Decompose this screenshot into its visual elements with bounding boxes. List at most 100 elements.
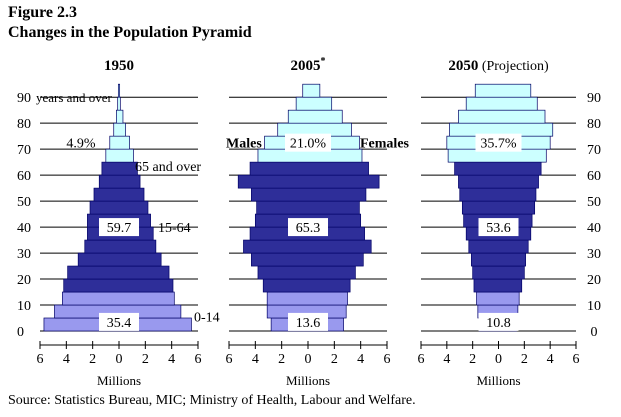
pyramid-bar-25-29 [251,252,364,267]
pyramid-bar-90-94 [117,83,121,98]
band-label-young: 0-14 [194,311,220,326]
x-axis-title: Millions [286,373,330,388]
pyramid-bar-25-29 [471,252,526,267]
x-tick-label: 6 [37,352,44,367]
pyramid-bar-20-24 [472,265,525,280]
pyramid-bar-45-49 [256,200,360,215]
y-tick-label-left: 90 [17,91,31,106]
x-tick-label: 6 [226,352,233,367]
pyramid-bar-10-14 [266,291,348,306]
panel-title: 2050 (Projection) [448,58,549,74]
x-tick-label: 0 [305,352,312,367]
pyramid-panel-2050: 2050 (Projection) 6 4 2 0 2 4 6 Millions 10.8 53.6… [418,58,580,388]
y-tick-label-right: 50 [587,195,601,210]
share-label-old: 21.0% [290,137,327,152]
x-tick-label: 2 [89,352,96,367]
y-tick-label-left: 70 [17,143,31,158]
x-tick-label: 4 [63,352,70,367]
panel-title: 2005* [291,56,326,74]
share-label-young: 35.4 [107,316,132,331]
pyramid-bar-60-64 [101,161,138,176]
pyramid-panel-2005: 2005* 6 4 2 0 2 4 6 Millions 13.6 65.3 21.0% Males Fe… [226,56,410,388]
pyramid-bar-90-94 [302,83,321,98]
pyramid-bar-60-64 [454,161,542,176]
y-tick-label-right: 80 [587,117,601,132]
pyramid-bar-75-79 [113,122,126,137]
y-tick-label-right: 10 [587,299,601,314]
x-tick-label: 4 [168,352,175,367]
y-tick-label-right: 60 [587,169,601,184]
pyramid-bar-70-74 [109,135,130,150]
y-tick-label-left: 10 [17,299,31,314]
share-label-old: 35.7% [480,137,517,152]
x-tick-label: 2 [521,352,528,367]
x-tick-label: 4 [443,352,450,367]
y-tick-label-left: 20 [17,273,31,288]
pyramid-panel-1950: 1950 6 4 2 0 2 4 6 Millions 35.4 59.7 4.9% 0-14 15-64… [36,58,220,388]
pyramid-bar-30-34 [243,239,372,254]
pyramid-bar-15-19 [262,278,351,293]
x-tick-label: 6 [384,352,391,367]
y-tick-label-right: 90 [587,91,601,106]
pyramid-bar-55-59 [237,174,380,189]
figure-label: Figure 2.3 [8,4,78,21]
y-tick-label-left: 30 [17,247,31,262]
figure-title: Changes in the Population Pyramid [8,24,252,41]
pyramid-bar-85-89 [117,96,121,111]
x-tick-label: 6 [573,352,580,367]
pyramid-bar-20-24 [67,265,170,280]
y-tick-label-right: 0 [591,325,598,340]
x-tick-label: 2 [469,352,476,367]
y-tick-label-left: 0 [17,325,24,340]
pyramid-bar-80-84 [458,109,546,124]
pyramid-bar-50-54 [251,187,367,202]
pyramid-bar-80-84 [116,109,124,124]
y-tick-label-right: 20 [587,273,601,288]
share-label-working-bg [288,218,328,237]
share-label-young: 13.6 [296,316,321,331]
share-label-working: 59.7 [107,221,132,236]
share-label-young-bg [99,312,139,331]
panel-title: 1950 [104,58,134,74]
pyramid-bar-55-59 [98,174,141,189]
pyramid-bar-65-69 [105,148,134,163]
x-tick-label: 2 [278,352,285,367]
pyramid-bar-55-59 [458,174,539,189]
x-tick-label: 4 [252,352,259,367]
pyramid-bar-85-89 [295,96,333,111]
y-tick-label-left: 60 [17,169,31,184]
share-label-working-bg [99,218,139,237]
pyramid-bar-15-19 [473,278,523,293]
pyramid-bar-30-34 [468,239,529,254]
x-axis-title: Millions [476,373,520,388]
pyramid-bar-10-14 [476,291,520,306]
x-tick-label: 0 [116,352,123,367]
pyramid-bar-20-24 [257,265,356,280]
pyramid-bar-25-29 [77,252,162,267]
pyramid-bar-50-54 [93,187,145,202]
share-label-working-bg [478,218,519,237]
share-label-young-bg [288,312,328,331]
band-label-old: 65 and over [135,160,201,175]
pyramid-bar-60-64 [249,161,369,176]
share-label-working: 65.3 [296,221,321,236]
series-label-males: Males [226,137,262,152]
x-tick-label: 4 [547,352,554,367]
y-tick-label-left: 50 [17,195,31,210]
band-label-working: 15-64 [158,221,191,236]
share-label-old-bg [285,133,331,152]
share-label-old: 4.9% [66,137,96,152]
pyramid-bar-90-94 [474,83,532,98]
y-tick-label-right: 70 [587,143,601,158]
y-tick-label-left: 40 [17,221,31,236]
age-unit-label: years and over [36,90,112,105]
pyramid-bar-30-34 [84,239,157,254]
pyramid-bar-80-84 [287,109,343,124]
pyramid-bar-85-89 [465,96,538,111]
share-label-working: 53.6 [486,221,511,236]
y-tick-label-right: 30 [587,247,601,262]
y-tick-label-left: 80 [17,117,31,132]
source-note: Source: Statistics Bureau, MIC; Ministry… [8,393,416,408]
x-tick-label: 6 [195,352,202,367]
